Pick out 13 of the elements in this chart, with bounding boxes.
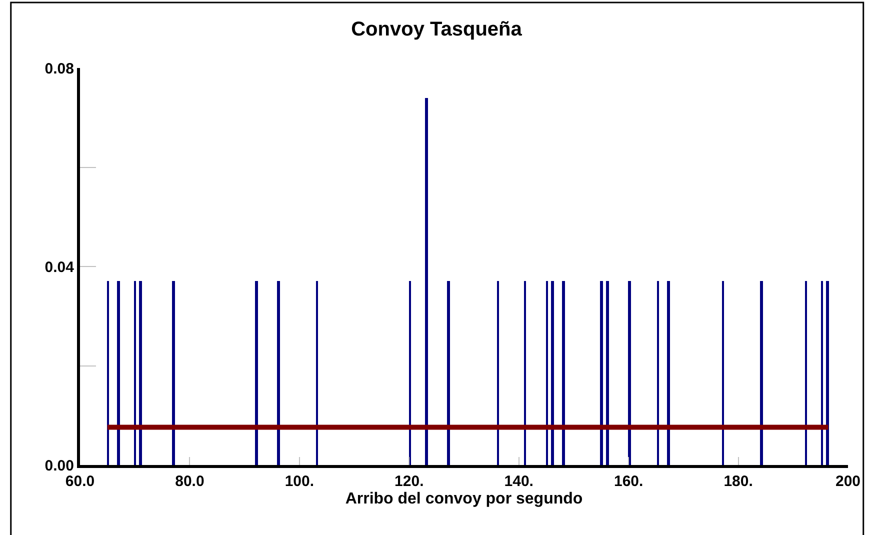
x-tick-label: 100. bbox=[284, 473, 314, 490]
chart-title: Convoy Tasqueña bbox=[351, 18, 523, 40]
y-tick-label: 0.00 bbox=[44, 457, 74, 474]
x-tick-label: 180. bbox=[724, 473, 753, 490]
x-tick-label: 80.0 bbox=[175, 473, 204, 490]
x-axis-title: Arribo del convoy por segundo bbox=[345, 490, 583, 508]
y-tick-label: 0.04 bbox=[44, 258, 75, 276]
x-tick-label: 120. bbox=[394, 473, 424, 490]
y-tick-label: 0.08 bbox=[44, 60, 74, 78]
x-tick-label: 60.0 bbox=[65, 473, 95, 490]
x-tick-label: 140. bbox=[504, 473, 534, 490]
x-tick-label: 160. bbox=[614, 473, 644, 490]
x-tick-label: 200 bbox=[835, 473, 861, 490]
